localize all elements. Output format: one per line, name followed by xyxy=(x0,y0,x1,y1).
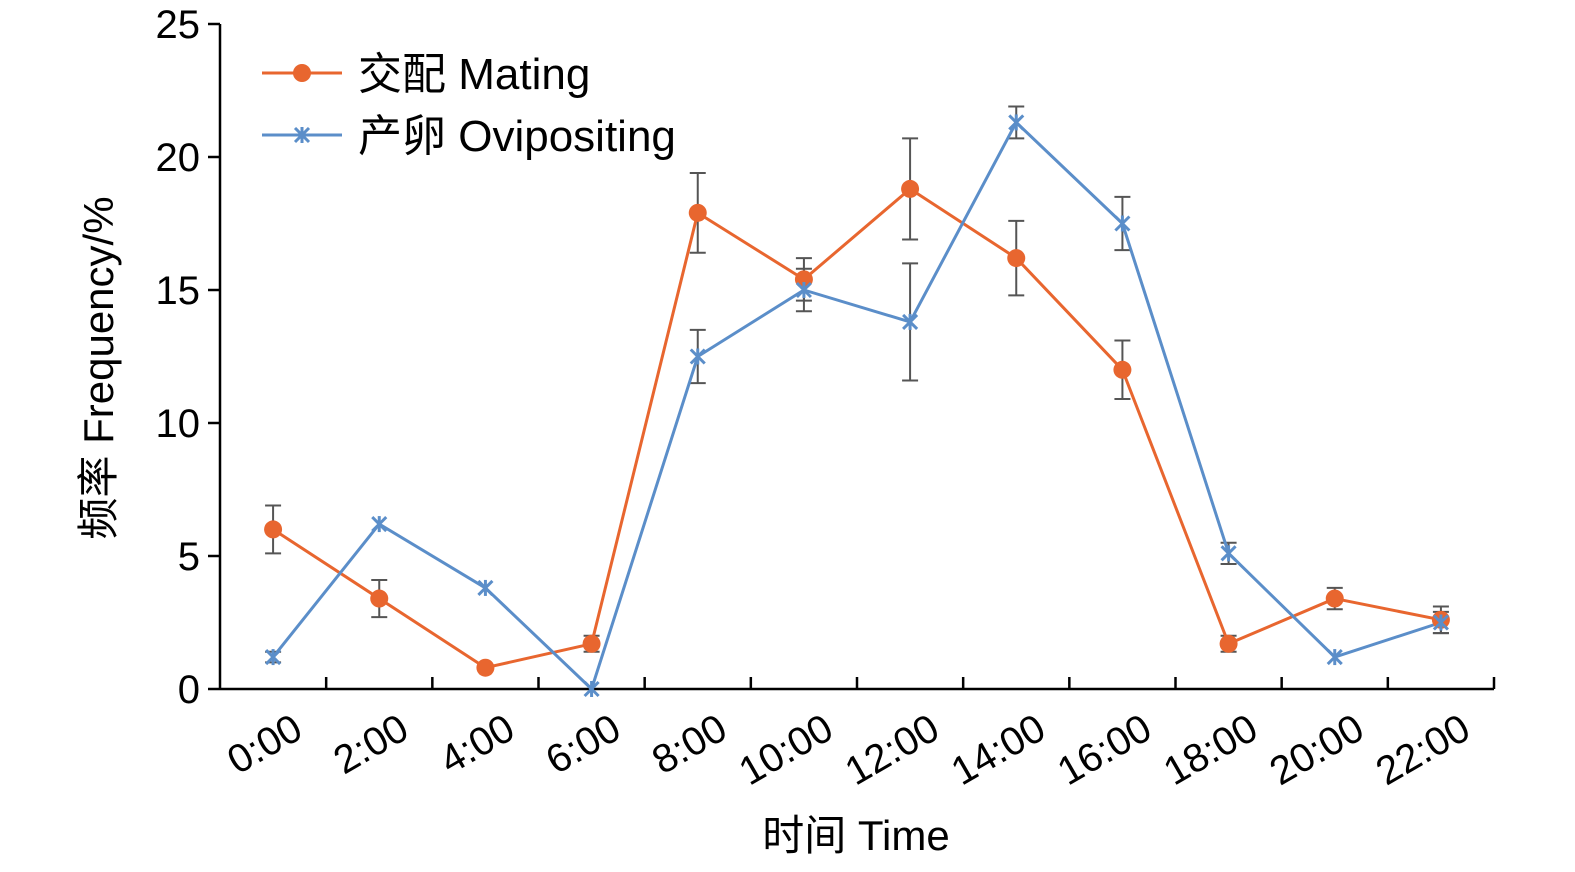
x-tick-label: 12:00 xyxy=(838,706,947,794)
mating-point xyxy=(1219,634,1238,653)
mating-point xyxy=(370,589,389,608)
y-axis-title: 频率 Frequency/% xyxy=(75,196,122,539)
x-tick-label: 22:00 xyxy=(1369,706,1478,794)
legend-item-ovipositing: 产卵 Ovipositing xyxy=(262,112,676,161)
mating-point xyxy=(1007,249,1026,268)
error-bars xyxy=(265,105,1449,664)
ovipositing-point xyxy=(1008,114,1025,131)
legend-ovipositing-asterisk xyxy=(293,126,311,144)
mating-point xyxy=(1113,360,1132,379)
ovipositing-point xyxy=(1432,614,1449,631)
y-tick-label: 5 xyxy=(178,535,200,579)
x-tick-label: 4:00 xyxy=(432,706,521,783)
y-ticks: 0 5 10 15 20 25 xyxy=(156,3,220,712)
x-tick-label: 14:00 xyxy=(944,706,1053,794)
y-tick-label: 10 xyxy=(156,402,201,446)
x-tick-label: 18:00 xyxy=(1156,706,1265,794)
mating-point xyxy=(688,203,707,222)
legend-mating-label: 交配 Mating xyxy=(358,50,590,99)
mating-point xyxy=(901,179,920,198)
legend: 交配 Mating 产卵 Ovipositing xyxy=(262,50,676,161)
x-tick-label: 8:00 xyxy=(645,706,734,783)
y-tick-label: 15 xyxy=(156,269,201,313)
x-tick-label: 6:00 xyxy=(539,706,628,783)
series-lines xyxy=(271,120,1442,691)
series-markers xyxy=(264,114,1450,698)
x-tick-label: 2:00 xyxy=(326,706,415,783)
x-tick-label: 0:00 xyxy=(220,706,309,783)
ovipositing-point xyxy=(583,680,600,698)
x-tick-label: 10:00 xyxy=(732,706,841,794)
mating-line xyxy=(272,187,1442,670)
ovipositing-point xyxy=(265,649,282,666)
mating-point xyxy=(582,634,601,653)
ovipositing-point xyxy=(1326,649,1343,666)
y-tick-label: 25 xyxy=(156,3,201,47)
y-tick-label: 0 xyxy=(178,668,200,712)
mating-point xyxy=(476,658,495,677)
ovipositing-point xyxy=(689,348,706,365)
mating-point xyxy=(264,520,283,539)
legend-item-mating: 交配 Mating xyxy=(262,50,590,99)
legend-ovipositing-label: 产卵 Ovipositing xyxy=(358,112,676,161)
ovipositing-line xyxy=(271,120,1442,691)
x-axis-title: 时间 Time xyxy=(762,812,949,859)
x-ticks: 0:00 2:00 4:00 6:00 8:0010:0012:0014:0016:00… xyxy=(220,677,1496,794)
ovipositing-point xyxy=(371,516,388,533)
legend-ovipositing-marker xyxy=(293,126,311,144)
legend-mating-marker xyxy=(293,64,311,82)
ovipositing-point xyxy=(477,579,494,596)
x-tick-label: 20:00 xyxy=(1263,706,1372,794)
ovipositing-point xyxy=(1114,215,1131,232)
y-tick-label: 20 xyxy=(156,136,201,180)
ovipositing-point xyxy=(902,313,919,330)
x-tick-label: 16:00 xyxy=(1050,706,1159,794)
ovipositing-point xyxy=(795,281,812,299)
ovipositing-point xyxy=(1220,545,1237,562)
mating-point xyxy=(1325,589,1344,608)
